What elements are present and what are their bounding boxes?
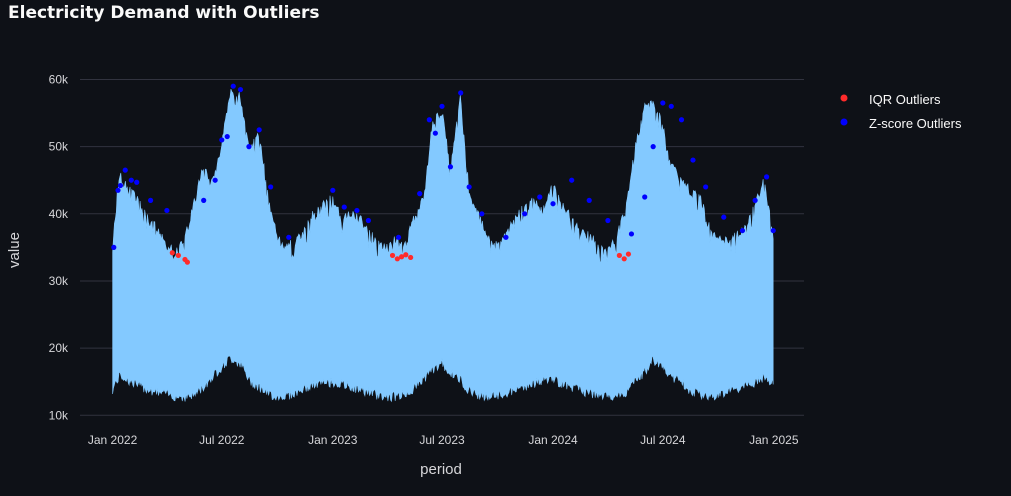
iqr-outlier-point [616,252,622,259]
y-tick-label: 20k [49,341,69,355]
zscore-outlier-point [224,133,230,140]
zscore-outlier-point [134,179,140,185]
zscore-outlier-point [128,177,134,183]
x-tick-label: Jul 2024 [640,433,686,447]
y-axis-title: value [6,232,23,268]
zscore-outlier-point [341,204,347,210]
x-tick-label: Jul 2023 [419,433,465,447]
zscore-outlier-point [115,187,121,193]
x-tick-label: Jan 2024 [528,433,578,447]
zscore-outlier-point [365,217,371,224]
iqr-legend-marker [840,94,848,102]
zscore-outlier-point [147,197,154,203]
x-tick-label: Jan 2022 [88,433,138,447]
zscore-outlier-point [212,177,218,183]
demand-area-fill [112,88,774,403]
zscore-outlier-point [550,201,556,207]
zscore-outlier-point [164,207,170,214]
zscore-outlier-point [201,197,207,203]
iqr-legend-label: IQR Outliers [869,92,941,107]
zscore-outlier-point [770,227,776,234]
zscore-outlier-point [569,177,575,183]
zscore-outlier-point [690,157,696,163]
x-axis-title: period [420,461,462,478]
iqr-outlier-point [621,256,627,262]
zscore-outlier-point [466,184,472,190]
zscore-outlier-markers [111,83,776,250]
iqr-outlier-point [408,254,414,261]
zscore-outlier-point [739,227,746,234]
iqr-outlier-markers [169,250,632,265]
zscore-outlier-point [479,211,485,217]
y-tick-label: 50k [49,140,69,154]
x-tick-label: Jan 2023 [308,433,358,447]
y-axis-ticks: 10k 20k 30k 40k 50k 60k [49,72,69,422]
iqr-outlier-point [169,250,175,256]
demand-area [112,88,774,403]
iqr-outlier-point [175,252,181,259]
legend-item-zscore[interactable]: Z-score Outliers [840,116,962,131]
zscore-outlier-point [522,211,528,217]
zscore-outlier-point [752,197,758,203]
zscore-outlier-point [354,207,360,214]
x-axis-ticks: Jan 2022 Jul 2022 Jan 2023 Jul 2023 Jan 2024… [88,433,799,447]
zscore-outlier-point [678,117,685,123]
iqr-outlier-point [403,252,409,258]
zscore-outlier-point [586,197,592,203]
zscore-outlier-point [458,90,464,96]
zscore-outlier-point [230,83,236,89]
zscore-outlier-point [426,117,432,123]
zscore-outlier-point [439,103,445,109]
zscore-outlier-point [246,144,252,150]
zscore-outlier-point [628,231,635,237]
zscore-outlier-point [417,191,423,197]
zscore-outlier-point [605,217,611,224]
legend[interactable]: IQR Outliers Z-score Outliers [840,92,962,131]
zscore-outlier-point [721,214,727,220]
zscore-outlier-point [703,184,709,190]
x-tick-label: Jul 2022 [199,433,245,447]
zscore-legend-label: Z-score Outliers [869,116,962,131]
zscore-outlier-point [432,130,438,136]
legend-item-iqr[interactable]: IQR Outliers [840,92,942,107]
iqr-outlier-point [389,252,396,259]
zscore-outlier-point [763,174,770,180]
iqr-outlier-point [184,259,190,265]
zscore-outlier-point [395,234,402,240]
y-tick-label: 40k [49,207,69,221]
zscore-outlier-point [660,100,666,106]
zscore-outlier-point [256,127,262,133]
zscore-outlier-point [650,144,656,150]
zscore-outlier-point [122,167,128,173]
zscore-outlier-point [642,194,648,200]
y-tick-label: 30k [49,274,69,288]
zscore-outlier-point [286,234,292,240]
zscore-outlier-point [237,86,244,93]
zscore-legend-marker [840,118,848,126]
zscore-outlier-point [268,184,274,190]
zscore-outlier-point [111,244,117,250]
iqr-outlier-point [394,256,400,262]
zscore-outlier-point [447,164,454,170]
y-tick-label: 10k [49,408,69,422]
zscore-outlier-point [219,137,225,143]
iqr-outlier-point [398,254,405,260]
zscore-outlier-point [117,182,124,189]
iqr-outlier-point [625,251,632,257]
zscore-outlier-point [668,103,674,109]
zscore-outlier-point [503,234,509,240]
y-tick-label: 60k [49,72,69,86]
zscore-outlier-point [330,187,336,193]
zscore-outlier-point [537,194,543,200]
chart-title: Electricity Demand with Outliers [8,3,320,23]
x-tick-label: Jan 2025 [749,433,799,447]
